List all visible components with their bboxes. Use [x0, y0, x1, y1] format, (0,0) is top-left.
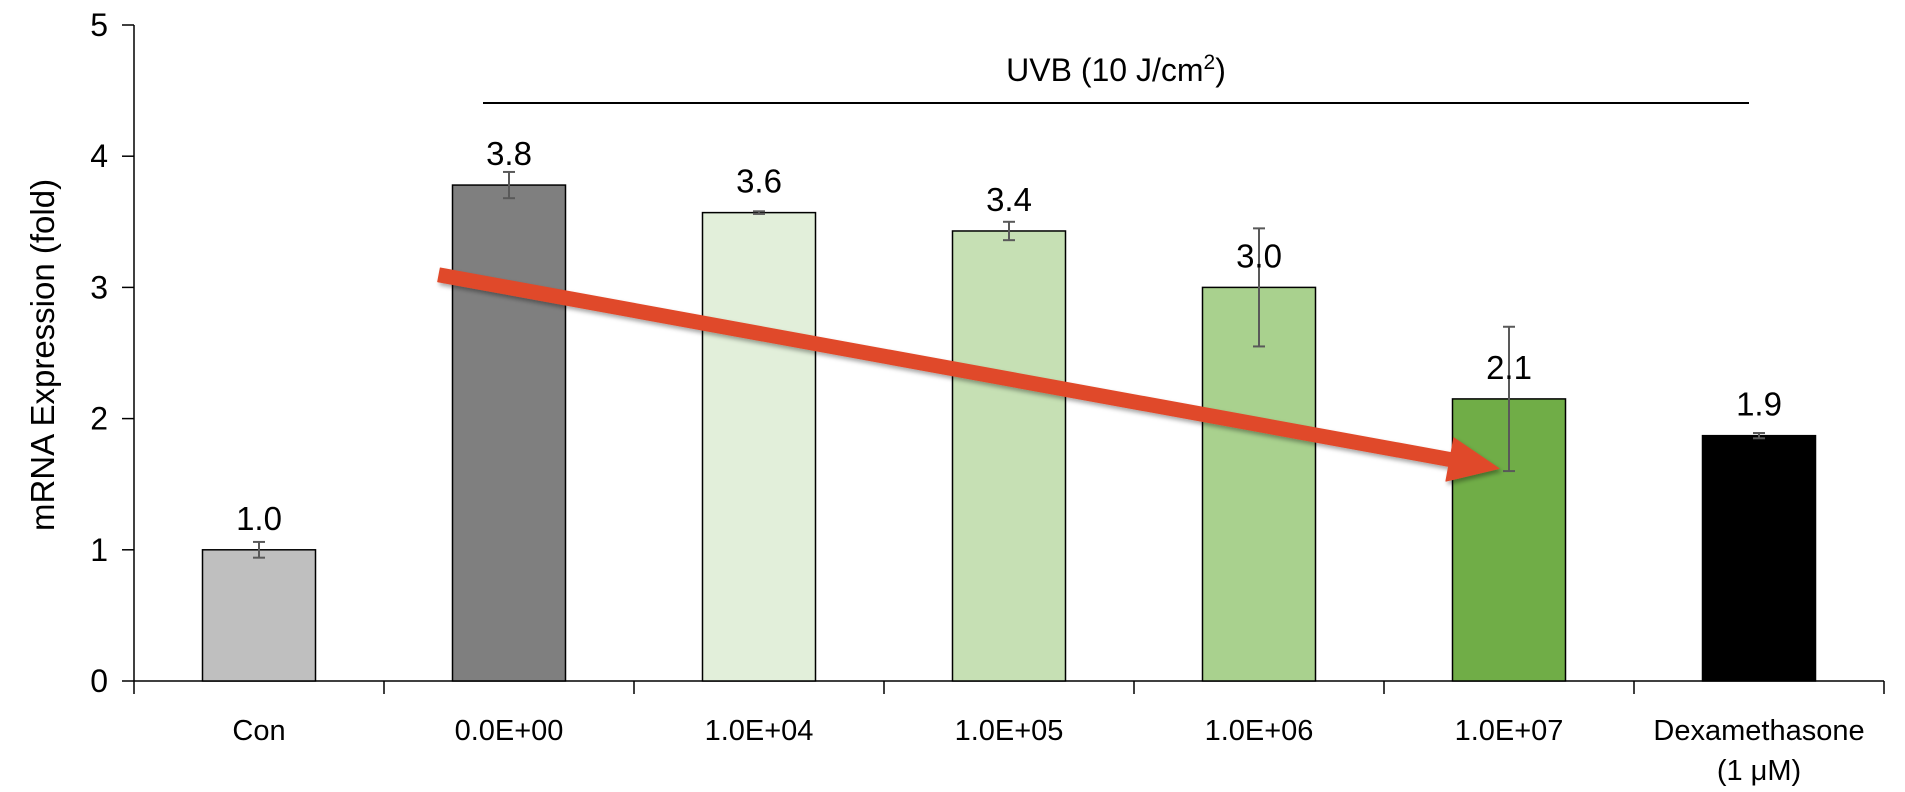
data-label: 3.0	[1236, 237, 1282, 274]
uvb-bracket-label: UVB (10 J/cm2)	[1006, 51, 1226, 88]
y-tick-label: 1	[90, 532, 108, 568]
data-label: 2.1	[1486, 349, 1532, 386]
error-bars-group	[253, 170, 1765, 559]
y-axis-title: mRNA Expression (fold)	[24, 179, 61, 531]
x-axis-ticks	[133, 681, 1885, 694]
bar	[1701, 434, 1817, 682]
category-label: (1 μM)	[1717, 755, 1801, 787]
bar	[451, 184, 567, 682]
data-label: 3.8	[486, 135, 532, 172]
category-label: Dexamethasone	[1653, 715, 1864, 747]
data-label: 3.4	[986, 181, 1032, 218]
data-label: 1.9	[1736, 386, 1782, 423]
category-label: 1.0E+04	[705, 715, 814, 747]
bar	[701, 211, 817, 682]
y-tick-label: 0	[90, 663, 108, 699]
uvb-bracket-label-text: UVB (10 J/cm	[1006, 52, 1203, 88]
category-label: 1.0E+06	[1205, 715, 1314, 747]
uvb-bracket-label-superscript: 2	[1204, 51, 1216, 74]
category-labels-group: Con 0.0E+00 1.0E+04 1.0E+05 1.0E+06 1.0E+07 De…	[232, 715, 1864, 787]
category-label: 1.0E+07	[1455, 715, 1564, 747]
category-label: 1.0E+05	[955, 715, 1064, 747]
data-label: 3.6	[736, 163, 782, 200]
y-axis-ticks: 0 1 2 3 4 5	[90, 7, 134, 699]
data-label: 1.0	[236, 500, 282, 537]
bars-group	[201, 184, 1817, 682]
uvb-bracket-label-end: )	[1215, 52, 1226, 88]
y-tick-label: 3	[90, 269, 108, 305]
trend-arrow	[437, 267, 1500, 482]
y-tick-label: 2	[90, 401, 108, 437]
category-label: 0.0E+00	[455, 715, 564, 747]
trend-arrow-shape	[437, 267, 1500, 482]
bar	[1201, 286, 1317, 682]
bar	[951, 230, 1067, 682]
y-tick-label: 4	[90, 138, 108, 174]
data-labels-group: 1.0 3.8 3.6 3.4 3.0 2.1 1.9	[236, 135, 1782, 537]
bar	[201, 549, 317, 682]
y-tick-label: 5	[90, 7, 108, 43]
category-label: Con	[232, 715, 285, 747]
